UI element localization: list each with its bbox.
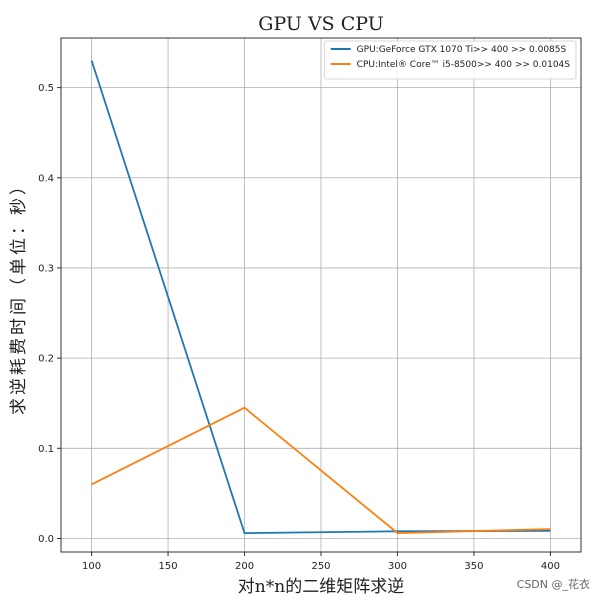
y-tick-label: 0.3: [38, 263, 54, 274]
grid: [61, 38, 581, 552]
legend-label-0: GPU:GeForce GTX 1070 Ti>> 400 >> 0.0085S: [357, 45, 567, 55]
x-tick-label: 250: [311, 561, 330, 572]
series-lines: [90, 60, 551, 534]
y-axis-label: 求逆耗费时间（单位：秒）: [9, 175, 29, 415]
x-tick-label: 150: [159, 561, 178, 572]
x-tick-label: 100: [82, 561, 101, 572]
y-tick-label: 0.0: [38, 534, 54, 545]
chart-title: GPU VS CPU: [258, 13, 383, 35]
watermark: CSDN @_花衣: [517, 577, 590, 591]
legend-label-1: CPU:Intel® Core™ i5-8500>> 400 >> 0.0104…: [357, 60, 571, 70]
x-tick-label: 200: [235, 561, 254, 572]
x-tick-label: 400: [541, 561, 560, 572]
y-tick-label: 0.2: [38, 354, 54, 365]
legend-box: [324, 40, 577, 80]
y-tick-label: 0.1: [38, 444, 54, 455]
series-line-1: [91, 406, 551, 534]
x-axis-label: 对n*n的二维矩阵求逆: [238, 577, 404, 597]
y-tick-label: 0.4: [38, 173, 54, 184]
y-tick-label: 0.5: [38, 83, 54, 94]
y-axis-ticks: 0.0 0.1 0.2 0.3 0.4 0.5: [38, 83, 61, 545]
x-tick-label: 300: [388, 561, 407, 572]
x-axis-ticks: 100 150 200 250 300 350 400: [82, 552, 560, 572]
x-tick-label: 350: [464, 561, 483, 572]
legend: GPU:GeForce GTX 1070 Ti>> 400 >> 0.0085S…: [324, 40, 577, 80]
